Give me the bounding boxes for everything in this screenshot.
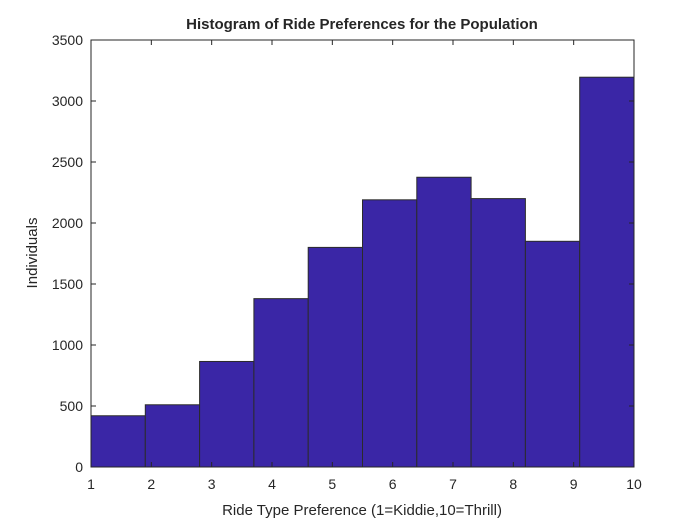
- x-tick-label: 7: [449, 476, 457, 492]
- y-tick-label: 500: [60, 398, 84, 414]
- y-tick-label: 2000: [52, 215, 83, 231]
- x-tick-label: 2: [147, 476, 155, 492]
- histogram-bar-3: [199, 360, 255, 468]
- x-tick-label: 1: [87, 476, 95, 492]
- x-ticks-group: 1 2 3 4 5 6 7 8 9 10: [87, 40, 642, 492]
- histogram-bar-7: [416, 176, 472, 468]
- y-axis-label: Individuals: [24, 218, 41, 289]
- x-tick-label: 8: [509, 476, 517, 492]
- histogram-bar-8: [470, 198, 526, 468]
- y-ticks-group: 0 500 1000 1500 2000 2500 3000 3500: [52, 32, 634, 475]
- y-tick-label: 3500: [52, 32, 83, 48]
- chart-title: Histogram of Ride Preferences for the Po…: [186, 16, 538, 33]
- y-tick-label: 2500: [52, 154, 83, 170]
- y-tick-label: 1500: [52, 276, 83, 292]
- x-axis-label: Ride Type Preference (1=Kiddie,10=Thrill…: [222, 502, 502, 519]
- histogram-bar-4: [253, 298, 309, 468]
- histogram-bar-9: [524, 240, 581, 468]
- axes-box: [90, 39, 635, 468]
- histogram-bar-10: [579, 76, 635, 468]
- x-tick-label: 3: [208, 476, 216, 492]
- bars-group: [90, 76, 635, 468]
- histogram-bar-6: [362, 199, 418, 468]
- y-tick-label: 3000: [52, 93, 83, 109]
- y-tick-label: 1000: [52, 337, 83, 353]
- x-tick-label: 4: [268, 476, 276, 492]
- histogram-bar-5: [307, 246, 364, 468]
- histogram-bar-2: [144, 404, 201, 468]
- x-tick-label: 9: [570, 476, 578, 492]
- y-tick-label: 0: [75, 459, 83, 475]
- x-tick-label: 5: [328, 476, 336, 492]
- x-tick-label: 10: [626, 476, 642, 492]
- histogram-bar-1: [90, 415, 146, 468]
- x-tick-label: 6: [389, 476, 397, 492]
